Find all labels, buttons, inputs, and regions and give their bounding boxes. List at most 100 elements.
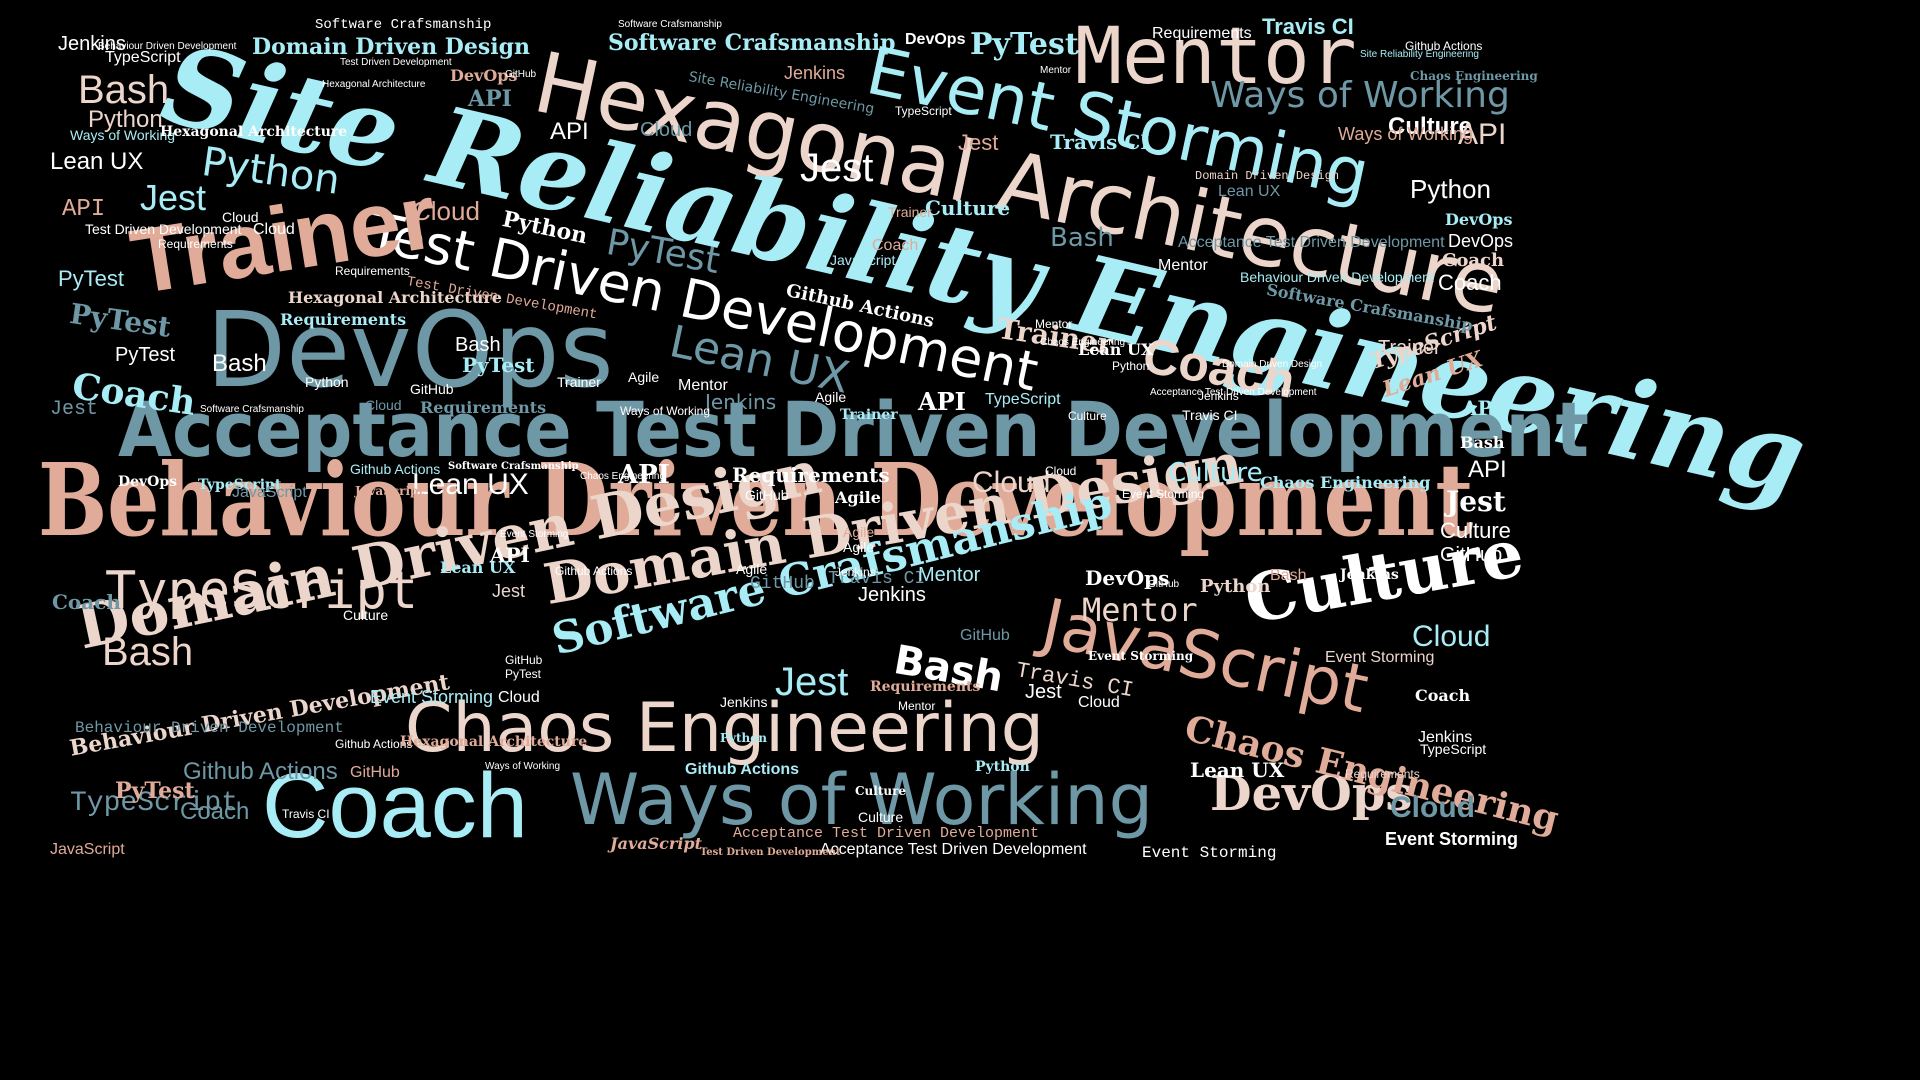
word-javascript-mid: JavaScript xyxy=(830,252,896,268)
word-ways-of-working: Ways of Working xyxy=(570,759,1154,841)
word-jest-right-top: Jest xyxy=(958,130,999,155)
word-trainer-small: Trainer xyxy=(888,204,932,220)
word-devops-right-2: DevOps xyxy=(1445,210,1513,229)
word-coach-mid: Coach xyxy=(872,237,919,254)
word-javascript-left: JavaScript xyxy=(232,484,307,501)
word-coach-right-2: Coach xyxy=(1442,250,1505,271)
word-requirements-left-3: Requirements xyxy=(335,264,410,278)
word-python-mid-3: Python xyxy=(1112,359,1150,373)
word-acceptance-test-bottom: Acceptance Test Driven Development xyxy=(733,825,1040,842)
word-acceptance-test-bottom-2: Acceptance Test Driven Development xyxy=(820,841,1087,858)
word-jenkins-mid: Jenkins xyxy=(705,390,777,414)
word-typescript-mid: TypeScript xyxy=(985,391,1061,408)
word-chaos-engineering-mid: Chaos Engineering xyxy=(1040,337,1126,348)
word-software-crafsmanship-small: Software Crafsmanship xyxy=(200,404,304,415)
word-travis-ci-bottom-2: Travis CI xyxy=(282,807,330,821)
word-acceptance-test-driven-development: Acceptance Test Driven Development xyxy=(118,385,1589,474)
word-cloud-bottom-right: Cloud xyxy=(1390,791,1475,824)
word-bash-mid: Bash xyxy=(1050,223,1114,253)
word-lean-ux-left: Lean UX xyxy=(440,558,516,577)
word-trainer-mid-2: Trainer xyxy=(557,374,601,390)
word-test-driven-left: Test Driven Development xyxy=(85,221,242,237)
word-test-driven-top: Test Driven Development xyxy=(340,57,452,68)
word-github-mid-2: GitHub xyxy=(745,487,789,503)
word-event-storming-small-2: Event Storming xyxy=(1088,649,1194,663)
word-api-top: API xyxy=(468,86,512,112)
word-behaviour-driven-development: Behaviour Driven Development xyxy=(38,441,1474,559)
word-cloud-right: Cloud xyxy=(1412,620,1491,653)
word-site-reliability-tiny: Site Reliability Engineering xyxy=(1360,49,1479,60)
word-requirements-top: Requirements xyxy=(1152,25,1252,42)
word-api-mid: API xyxy=(550,118,589,145)
word-agile-mid-3: Agile xyxy=(835,488,881,507)
word-acceptance-small: Acceptance Test Driven Development xyxy=(1150,387,1317,398)
word-ways-of-working-bottom: Ways of Working xyxy=(485,761,561,772)
word-culture-top-right: Culture xyxy=(1388,113,1472,140)
word-github-bottom: GitHub xyxy=(960,627,1010,644)
word-requirements-bottom: Requirements xyxy=(870,679,981,695)
word-acceptance-right: Acceptance Test Driven Development xyxy=(1178,234,1445,251)
word-github-bottom-3: GitHub xyxy=(350,764,400,781)
word-test-driven-bottom: Test Driven Development xyxy=(700,847,841,858)
word-typescript: TypeScript xyxy=(105,561,419,621)
word-jest-left: Jest xyxy=(140,177,207,218)
word-coach-bottom-left-2: Coach xyxy=(52,590,121,614)
word-github-actions-bottom: Github Actions xyxy=(183,758,338,785)
word-requirements-mid-2: Requirements xyxy=(732,463,890,487)
word-jenkins-top: Jenkins xyxy=(784,63,846,83)
word-software-crafsmanship-top: Software Crafsmanship xyxy=(315,17,492,33)
word-mentor-mid: Mentor xyxy=(1158,257,1208,274)
word-event-storming-right: Event Storming xyxy=(1325,649,1435,666)
word-hexagonal-top-2: Hexagonal Architecture xyxy=(322,79,426,90)
word-requirements-mid: Requirements xyxy=(420,398,547,417)
word-jenkins-right: Jenkins xyxy=(858,584,926,606)
word-typescript-top-2: TypeScript xyxy=(895,104,952,118)
word-javascript-bottom: JavaScript xyxy=(610,834,702,853)
word-requirements-left: Requirements xyxy=(280,310,407,329)
word-requirements-left-2: Requirements xyxy=(158,237,233,251)
word-lean-ux-right-2: Lean UX xyxy=(1218,183,1281,200)
word-event-storming-tiny: Event Storming xyxy=(500,529,569,540)
word-jest-left-mid: Jest xyxy=(492,581,526,601)
word-javascript-bottom-left: JavaScript xyxy=(50,841,125,858)
word-bash-left: Bash xyxy=(78,68,170,112)
word-github-bottom-2: GitHub xyxy=(505,653,543,667)
word-culture-small: Culture xyxy=(1068,409,1107,423)
word-travis-ci-right: Travis CI xyxy=(828,569,926,589)
word-api-left: API xyxy=(62,196,106,223)
word-typescript-left: TypeScript xyxy=(198,477,282,493)
word-agile-mid-2: Agile xyxy=(815,389,847,405)
word-hexagonal-mid: Hexagonal Architecture xyxy=(288,288,502,307)
word-jenkins-top-left: Jenkins xyxy=(58,33,126,55)
word-event-storming-bottom-right: Event Storming xyxy=(1385,829,1519,849)
word-jenkins-bottom: Jenkins xyxy=(720,694,768,710)
word-mentor-right: Mentor xyxy=(918,564,981,586)
word-python-bottom: Python xyxy=(975,759,1030,775)
word-api-left-2: API xyxy=(490,543,530,567)
word-ways-of-working-small: Ways of Working xyxy=(620,404,711,418)
word-chaos-engineering-top-right: Chaos Engineering xyxy=(1410,69,1538,83)
word-api-right-3: API xyxy=(1462,396,1502,420)
word-coach-top-right: Coach xyxy=(1438,270,1502,295)
word-bash-devops: Bash xyxy=(212,350,267,377)
word-python-mid-2: Python xyxy=(305,374,349,390)
word-github-right: GitHub xyxy=(1440,544,1503,566)
word-cloud-bottom: Cloud xyxy=(1078,694,1120,711)
word-pytest-bottom: PyTest xyxy=(115,778,195,804)
word-mentor-mid-2: Mentor xyxy=(678,377,728,394)
word-cloud-small: Cloud xyxy=(253,221,295,238)
word-devops-top-2: DevOps xyxy=(905,31,966,48)
word-api-mid-3: API xyxy=(618,460,670,490)
word-hexagonal-top-left: Hexagonal Architecture xyxy=(160,124,348,140)
word-event-storming-bottom-2: Event Storming xyxy=(370,687,494,707)
word-pytest-mid-2: PyTest xyxy=(462,353,535,377)
word-github-top-mid: GitHub xyxy=(505,69,537,80)
word-lean-ux-top-left: Lean UX xyxy=(50,148,144,175)
word-cloud-left: Cloud xyxy=(412,196,480,226)
word-github-small: GitHub xyxy=(1148,579,1180,590)
word-jenkins-right-2: Jenkins xyxy=(835,565,876,579)
word-software-crafsmanship-top-3: Software Crafsmanship xyxy=(618,19,722,30)
word-jest-mid: Jest xyxy=(800,146,874,190)
word-culture-left: Culture xyxy=(343,607,389,623)
